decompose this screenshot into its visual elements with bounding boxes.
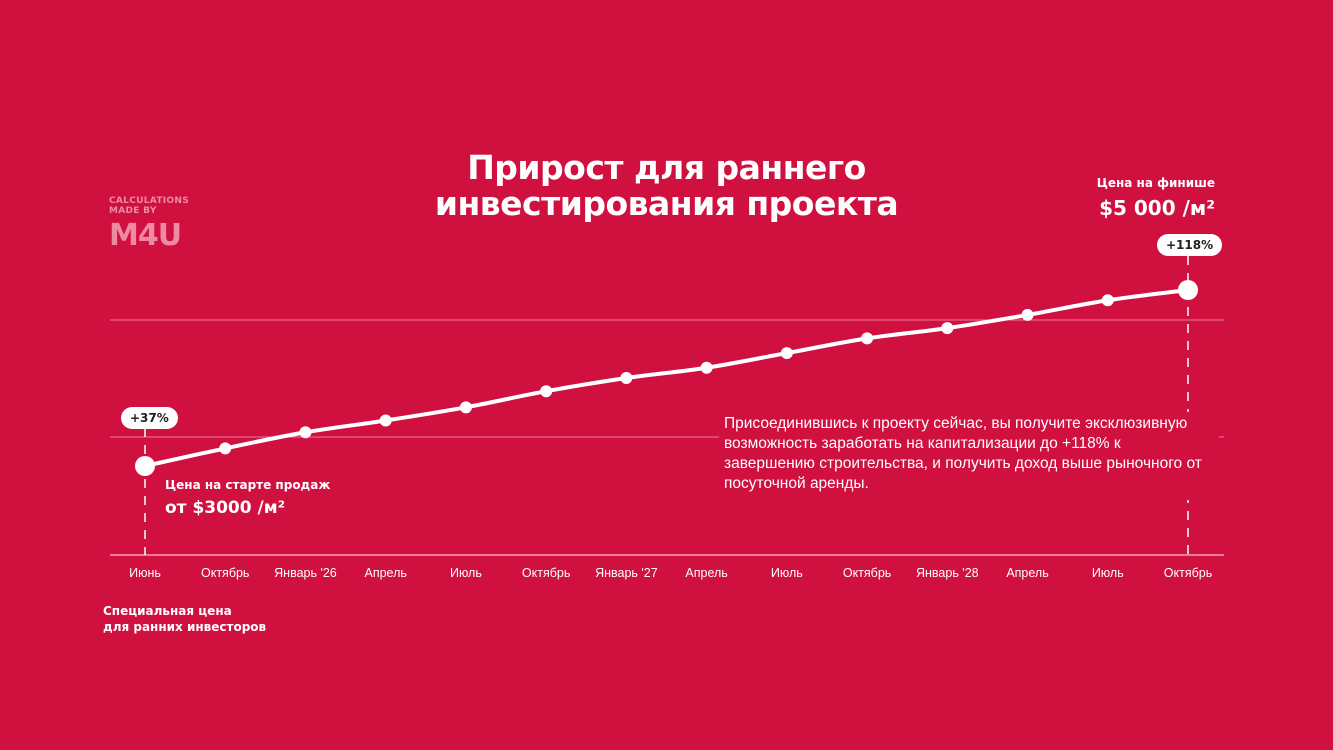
finish-price-block: Цена на финише $5 000 /м² bbox=[1097, 176, 1215, 220]
data-point bbox=[459, 401, 472, 414]
data-point bbox=[1178, 280, 1198, 300]
data-point bbox=[700, 361, 713, 374]
x-tick-label: Июль bbox=[450, 566, 482, 580]
data-point bbox=[135, 456, 155, 476]
data-point bbox=[941, 322, 954, 335]
x-tick-label: Апрель bbox=[1006, 566, 1048, 580]
x-tick-label: Июль bbox=[771, 566, 803, 580]
data-point bbox=[219, 442, 232, 455]
data-point bbox=[379, 414, 392, 427]
x-tick-label: Апрель bbox=[685, 566, 727, 580]
data-point bbox=[540, 385, 553, 398]
x-tick-label: Январь '28 bbox=[916, 566, 979, 580]
title-line-1: Прирост для раннего bbox=[467, 148, 866, 187]
finish-price-label: Цена на финише bbox=[1096, 176, 1215, 190]
x-tick-label: Июль bbox=[1092, 566, 1124, 580]
data-point bbox=[861, 332, 874, 345]
start-growth-badge: +37% bbox=[121, 407, 178, 429]
brand-caption-line-2: MADE BY bbox=[109, 206, 157, 216]
title-line-2: инвестирования проекта bbox=[434, 184, 899, 223]
description-text: Присоединившись к проекту сейчас, вы пол… bbox=[719, 412, 1219, 500]
brand-caption: CALCULATIONS MADE BY bbox=[109, 196, 199, 216]
x-tick-label: Октябрь bbox=[843, 566, 891, 580]
brand-caption-line-1: CALCULATIONS bbox=[109, 196, 189, 206]
special-note-line-2: для ранних инвесторов bbox=[103, 620, 267, 634]
x-tick-label: Июнь bbox=[129, 566, 161, 580]
x-tick-label: Октябрь bbox=[1164, 566, 1212, 580]
brand-logo: M4U bbox=[109, 218, 182, 253]
data-point bbox=[620, 372, 633, 384]
start-price-value: от $3000 /м² bbox=[165, 498, 286, 518]
finish-growth-badge: +118% bbox=[1157, 234, 1223, 256]
x-tick-label: Октябрь bbox=[201, 566, 249, 580]
x-tick-label: Октябрь bbox=[522, 566, 570, 580]
data-point bbox=[1021, 308, 1034, 321]
data-point bbox=[780, 347, 793, 360]
start-price-block: Цена на старте продаж от $3000 /м² bbox=[165, 478, 330, 518]
page-title: Прирост для раннего инвестирования проек… bbox=[0, 150, 1333, 222]
x-tick-label: Январь '26 bbox=[274, 566, 337, 580]
start-price-label: Цена на старте продаж bbox=[165, 478, 331, 492]
finish-price-value: $5 000 /м² bbox=[1099, 196, 1215, 220]
brand-block: CALCULATIONS MADE BY M4U bbox=[109, 196, 199, 252]
special-price-note: Специальная цена для ранних инвесторов bbox=[103, 603, 266, 635]
data-point bbox=[299, 426, 312, 439]
data-point bbox=[1101, 294, 1114, 307]
x-tick-label: Январь '27 bbox=[595, 566, 658, 580]
x-tick-label: Апрель bbox=[364, 566, 406, 580]
special-note-line-1: Специальная цена bbox=[103, 604, 232, 618]
